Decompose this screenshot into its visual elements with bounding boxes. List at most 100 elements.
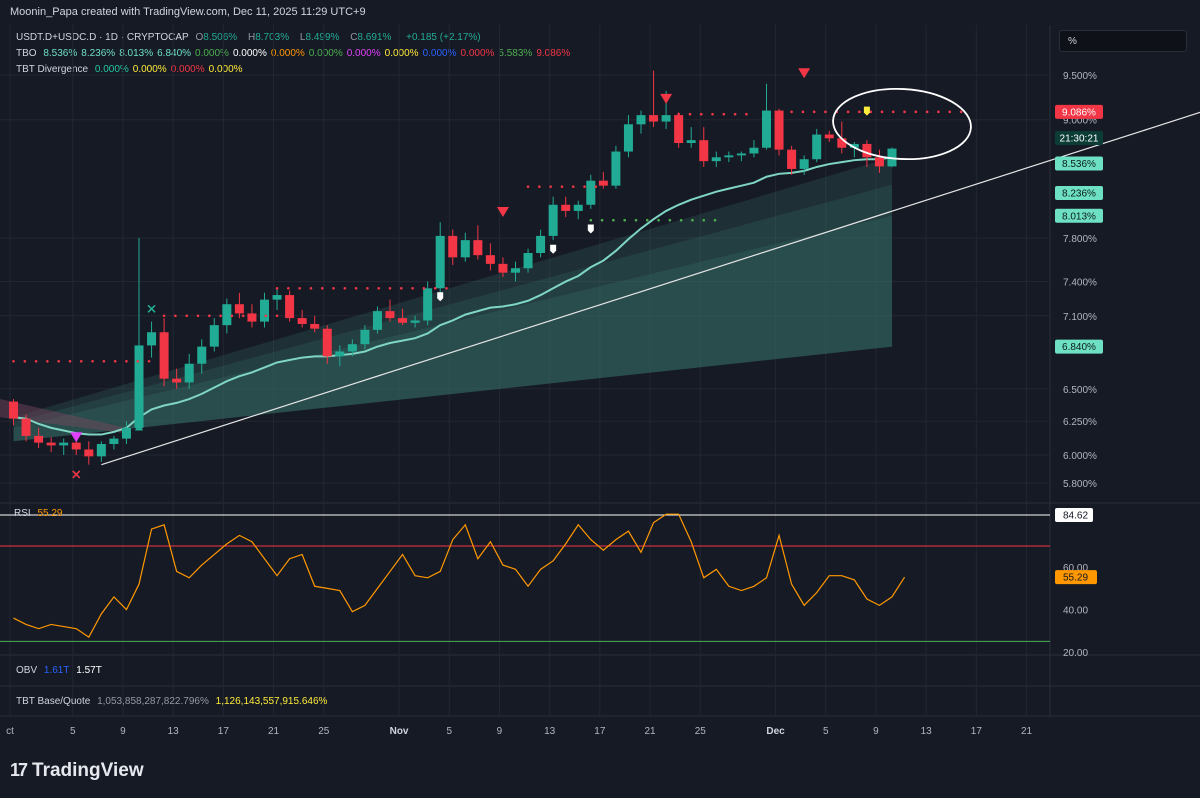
price-tick-label: 9.500% (1063, 71, 1097, 82)
tbo-legend[interactable]: TBO 8.536% 8.236% 8.013% 6.840% 0.000% 0.000%… (16, 48, 574, 59)
tbo-value-7: 0.000% (308, 48, 343, 59)
time-tick-label: ct (6, 726, 14, 737)
resistance-dot (959, 110, 963, 114)
support-dot (645, 218, 649, 222)
cloud-band (13, 215, 892, 442)
resistance-dot (790, 110, 793, 114)
resistance-dot (880, 110, 884, 114)
price-label-text: 8.236% (1062, 189, 1096, 200)
time-tick-label: 17 (594, 726, 606, 737)
candle-body (699, 140, 709, 162)
support-dot (668, 218, 672, 222)
candle-body (473, 240, 483, 256)
rsi-value: 55.29 (37, 508, 63, 519)
candle-body (322, 328, 332, 357)
base-quote-legend[interactable]: TBT Base/Quote 1,053,858,287,822.796% 1,… (16, 696, 331, 707)
candle-body (335, 351, 345, 357)
rsi-label[interactable]: RSI (14, 508, 31, 519)
resistance-dot (287, 286, 290, 290)
tbo-fast-line (13, 156, 893, 436)
tradingview-mark-icon: 17 (10, 760, 28, 780)
resistance-dot (309, 286, 313, 290)
obv-label[interactable]: OBV (16, 665, 38, 676)
tbo-value-1: 8.236% (81, 48, 116, 59)
candle-body (799, 159, 809, 169)
tbo-value-9: 0.000% (384, 48, 419, 59)
resistance-dot (858, 110, 861, 114)
obv-legend[interactable]: OBV 1.61T 1.57T (16, 665, 106, 676)
obv-value-1: 1.61T (43, 665, 70, 676)
resistance-dot (526, 185, 530, 188)
rsi-tick-label: 40.00 (1063, 606, 1088, 617)
rsi-label-box (1055, 508, 1093, 522)
resistance-dot (298, 286, 301, 290)
resistance-dot (162, 314, 166, 318)
resistance-dot (914, 110, 918, 114)
divergence-label[interactable]: TBT Divergence (16, 64, 89, 75)
rsi-line (13, 513, 906, 639)
candle-body (234, 304, 244, 314)
signal-cross (147, 304, 156, 313)
resistance-dot (125, 359, 128, 363)
price-label-box (1055, 208, 1103, 223)
resistance-dot (399, 286, 403, 290)
price-tick-label: 7.100% (1063, 312, 1097, 323)
obv-value-2: 1.57T (76, 665, 102, 676)
cloud-band (13, 157, 892, 442)
candle-body (661, 115, 671, 122)
resistance-dot (241, 314, 245, 318)
price-label-box (1055, 186, 1103, 201)
grid-lines (0, 25, 1200, 717)
symbol-legend[interactable]: USDT.D+USDC.D · 1D · CRYPTOCAP O8.506% H… (16, 32, 485, 43)
candle-body (485, 255, 495, 264)
candle-body (536, 235, 546, 254)
time-tick-label: 9 (120, 726, 126, 737)
resistance-dot (903, 110, 906, 114)
resistance-dot (801, 110, 805, 114)
candle-body (736, 153, 746, 156)
resistance-dot (57, 359, 60, 363)
candle-body (147, 332, 157, 346)
candle-body (874, 157, 884, 167)
time-tick-label: 5 (823, 726, 829, 737)
resistance-dot (733, 112, 737, 116)
time-tick-label: 13 (921, 726, 933, 737)
footer-bar (0, 744, 1200, 798)
candle-body (561, 204, 571, 211)
signal-triangle-up (135, 422, 143, 431)
candle-body (812, 134, 822, 160)
candle-body (109, 438, 119, 445)
tbo-value-6: 0.000% (270, 48, 305, 59)
resistance-dot (411, 286, 414, 290)
tbo-value-8: 0.000% (346, 48, 381, 59)
price-label-box (1055, 104, 1103, 119)
price-axis: 9.500% 9.000% 7.800% 7.400% 7.100% 6.500% 6.25… (1055, 71, 1103, 490)
candle-body (297, 318, 307, 324)
resistance-dot (147, 359, 151, 363)
symbol-name[interactable]: USDT.D+USDC.D · 1D · CRYPTOCAP (16, 32, 189, 43)
ohlc-open: O8.506% (195, 32, 238, 43)
rsi-legend[interactable]: RSI 55.29 (14, 508, 66, 519)
resistance-dot (46, 359, 49, 363)
time-tick-label: 5 (446, 726, 452, 737)
candle-body (749, 147, 759, 154)
time-tick-label: 25 (318, 726, 330, 737)
rsi-tick-label: 20.00 (1063, 648, 1088, 659)
resistance-dot (538, 185, 541, 188)
divergence-legend[interactable]: TBT Divergence 0.000% 0.000% 0.000% 0.000% (16, 64, 247, 75)
signal-triangle-down (496, 206, 509, 217)
resistance-dot (34, 359, 38, 363)
candle-body (9, 401, 18, 419)
tbo-label[interactable]: TBO (16, 48, 37, 59)
candle-body (310, 323, 320, 329)
candle-body (711, 157, 721, 162)
unit-selector[interactable]: % (1059, 30, 1187, 52)
support-dot (691, 218, 694, 222)
signal-pin (587, 224, 594, 234)
price-label-text: 8.536% (1062, 159, 1096, 170)
candle-body (134, 345, 144, 428)
base-quote-label[interactable]: TBT Base/Quote (16, 696, 91, 707)
ohlc-values: O8.506% H8.703% L8.499% C8.691% (196, 32, 403, 43)
resistance-dot (23, 359, 27, 363)
